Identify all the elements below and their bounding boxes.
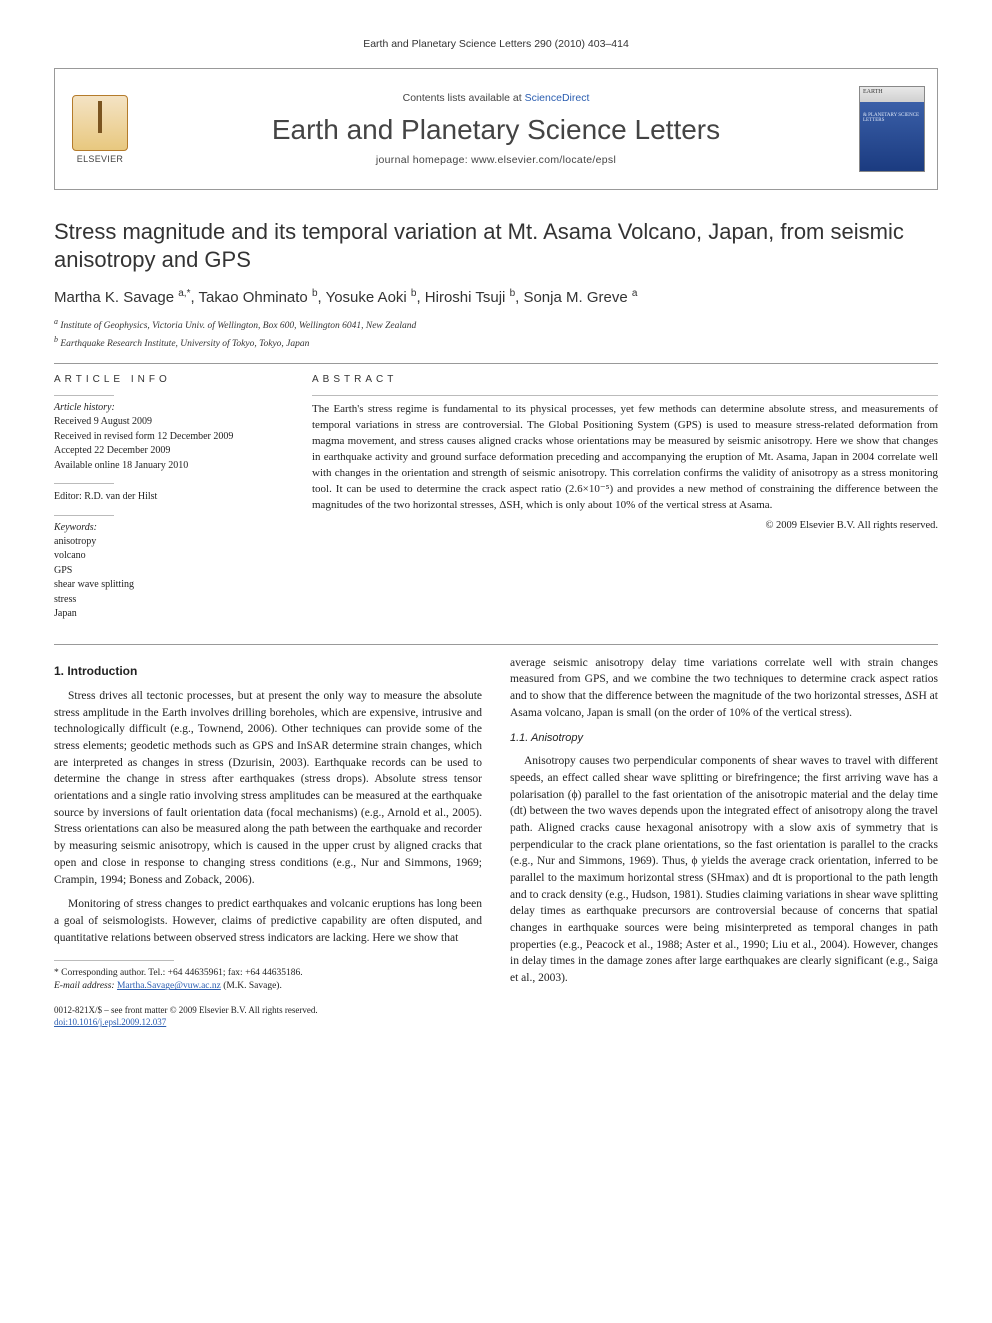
- editor-line: Editor: R.D. van der Hilst: [54, 490, 284, 505]
- intro-p3: average seismic anisotropy delay time va…: [510, 655, 938, 722]
- journal-homepage: journal homepage: www.elsevier.com/locat…: [376, 154, 616, 166]
- masthead-center: Contents lists available at ScienceDirec…: [145, 69, 847, 189]
- contents-available: Contents lists available at ScienceDirec…: [403, 92, 590, 104]
- anisotropy-p1: Anisotropy causes two perpendicular comp…: [510, 753, 938, 986]
- sciencedirect-link[interactable]: ScienceDirect: [525, 92, 590, 104]
- elsevier-tree-icon: [72, 95, 128, 151]
- body-columns: 1. Introduction Stress drives all tecton…: [54, 655, 938, 1029]
- doi-link[interactable]: doi:10.1016/j.epsl.2009.12.037: [54, 1017, 166, 1027]
- corresponding-author-block: * Corresponding author. Tel.: +64 446359…: [54, 967, 482, 994]
- history-label: Article history:: [54, 402, 284, 413]
- keywords-lines: anisotropyvolcanoGPSshear wave splitting…: [54, 535, 284, 622]
- intro-p2: Monitoring of stress changes to predict …: [54, 896, 482, 946]
- email-line: E-mail address: Martha.Savage@vuw.ac.nz …: [54, 980, 482, 993]
- publisher-logo-cell: ELSEVIER: [55, 69, 145, 189]
- rule-top: [54, 363, 938, 364]
- email-suffix: (M.K. Savage).: [223, 981, 282, 991]
- article-title: Stress magnitude and its temporal variat…: [54, 218, 938, 274]
- cover-title: EARTH: [863, 89, 883, 95]
- abstract-head: ABSTRACT: [312, 374, 938, 385]
- elsevier-logo: ELSEVIER: [65, 89, 135, 169]
- history-lines: Received 9 August 2009Received in revise…: [54, 415, 284, 473]
- journal-cover-icon: EARTH & PLANETARY SCIENCE LETTERS: [859, 86, 925, 172]
- journal-cover-cell: EARTH & PLANETARY SCIENCE LETTERS: [847, 69, 937, 189]
- corresponding-email-link[interactable]: Martha.Savage@vuw.ac.nz: [117, 981, 221, 991]
- article-info-column: ARTICLE INFO Article history: Received 9…: [54, 374, 284, 632]
- journal-name: Earth and Planetary Science Letters: [272, 114, 720, 146]
- affiliations: a Institute of Geophysics, Victoria Univ…: [54, 316, 938, 351]
- corresponding-line: * Corresponding author. Tel.: +64 446359…: [54, 967, 482, 980]
- contents-prefix: Contents lists available at: [403, 92, 525, 104]
- issn-line: 0012-821X/$ – see front matter © 2009 El…: [54, 1004, 482, 1017]
- publisher-name: ELSEVIER: [77, 154, 123, 164]
- abstract-copyright: © 2009 Elsevier B.V. All rights reserved…: [312, 520, 938, 531]
- doi-block: 0012-821X/$ – see front matter © 2009 El…: [54, 1004, 482, 1029]
- intro-p1: Stress drives all tectonic processes, bu…: [54, 688, 482, 888]
- cover-subtitle: & PLANETARY SCIENCE LETTERS: [863, 113, 921, 123]
- abstract-column: ABSTRACT The Earth's stress regime is fu…: [312, 374, 938, 632]
- keywords-label: Keywords:: [54, 522, 284, 533]
- affiliation-b: b Earthquake Research Institute, Univers…: [54, 334, 938, 351]
- rule-mid: [54, 644, 938, 645]
- abstract-rule: [312, 395, 938, 396]
- running-head: Earth and Planetary Science Letters 290 …: [54, 38, 938, 50]
- info-rule-2: [54, 483, 114, 484]
- abstract-text: The Earth's stress regime is fundamental…: [312, 402, 938, 514]
- journal-masthead: ELSEVIER Contents lists available at Sci…: [54, 68, 938, 190]
- info-rule-1: [54, 395, 114, 396]
- section-1-1-title: 1.1. Anisotropy: [510, 731, 938, 747]
- info-rule-3: [54, 515, 114, 516]
- corresponding-rule: [54, 960, 174, 961]
- affiliation-a: a Institute of Geophysics, Victoria Univ…: [54, 316, 938, 333]
- section-1-title: 1. Introduction: [54, 663, 482, 680]
- author-list: Martha K. Savage a,*, Takao Ohminato b, …: [54, 288, 938, 306]
- article-info-head: ARTICLE INFO: [54, 374, 284, 385]
